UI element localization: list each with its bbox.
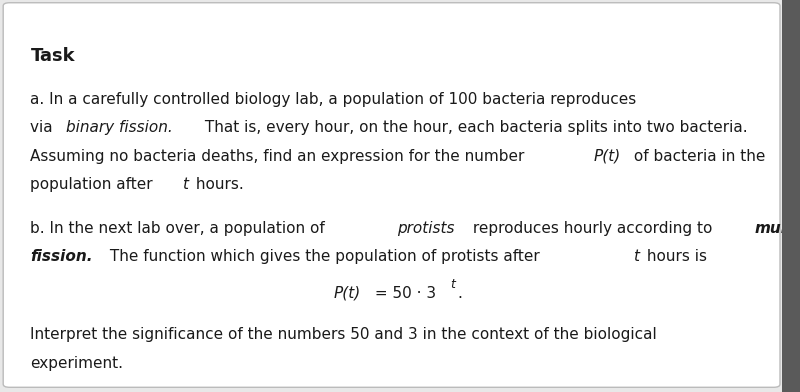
Text: Task: Task	[30, 47, 75, 65]
Text: binary fission.: binary fission.	[66, 120, 173, 135]
Text: Interpret the significance of the numbers 50 and 3 in the context of the biologi: Interpret the significance of the number…	[30, 327, 657, 342]
Text: t: t	[182, 177, 188, 192]
Text: .: .	[458, 286, 462, 301]
Text: = 50 · 3: = 50 · 3	[370, 286, 436, 301]
Text: protists: protists	[397, 221, 454, 236]
Text: b. In the next lab over, a population of: b. In the next lab over, a population of	[30, 221, 330, 236]
Text: a. In a carefully controlled biology lab, a population of 100 bacteria reproduce: a. In a carefully controlled biology lab…	[30, 92, 637, 107]
Text: That is, every hour, on the hour, each bacteria splits into two bacteria.: That is, every hour, on the hour, each b…	[200, 120, 748, 135]
Text: multiple: multiple	[754, 221, 800, 236]
Text: of bacteria in the: of bacteria in the	[630, 149, 766, 163]
Text: Assuming no bacteria deaths, find an expression for the number: Assuming no bacteria deaths, find an exp…	[30, 149, 530, 163]
Text: P(t): P(t)	[334, 286, 361, 301]
Text: t: t	[450, 278, 455, 291]
Text: fission.: fission.	[30, 249, 93, 264]
Text: population after: population after	[30, 177, 158, 192]
Text: reproduces hourly according to: reproduces hourly according to	[468, 221, 718, 236]
Text: hours is: hours is	[642, 249, 706, 264]
Text: via: via	[30, 120, 58, 135]
Text: hours.: hours.	[191, 177, 244, 192]
Text: experiment.: experiment.	[30, 356, 123, 370]
Bar	[782, 0, 800, 392]
Text: The function which gives the population of protists after: The function which gives the population …	[106, 249, 545, 264]
Text: P(t): P(t)	[594, 149, 621, 163]
Text: t: t	[633, 249, 638, 264]
